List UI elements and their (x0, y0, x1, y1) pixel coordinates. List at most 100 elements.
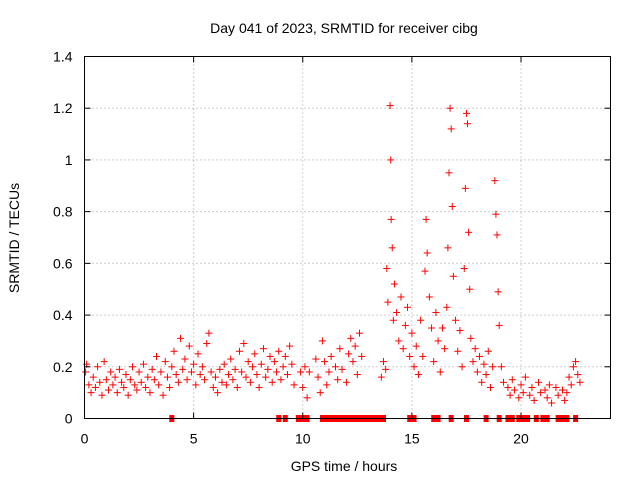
data-point (120, 383, 128, 391)
data-point (327, 352, 335, 360)
data-point (318, 337, 326, 345)
data-point (441, 345, 449, 353)
data-point (395, 337, 403, 345)
data-point (153, 352, 161, 360)
data-point (155, 381, 163, 389)
data-point (384, 298, 392, 306)
data-point (273, 368, 281, 376)
data-point (458, 363, 466, 371)
data-point (290, 381, 298, 389)
data-point (393, 308, 401, 316)
data-point (299, 383, 307, 391)
data-point (266, 352, 274, 360)
data-point (118, 378, 126, 386)
data-point (277, 376, 285, 384)
data-point (183, 376, 191, 384)
data-point (432, 308, 440, 316)
y-tick-label: 1.2 (53, 100, 73, 116)
data-point (466, 285, 474, 293)
data-point (255, 383, 263, 391)
data-point (388, 244, 396, 252)
y-tick-label: 0.8 (53, 204, 73, 220)
data-point (390, 280, 398, 288)
data-point (170, 347, 178, 355)
data-point (185, 342, 193, 350)
data-point (211, 373, 219, 381)
data-point (231, 365, 239, 373)
y-tick-label: 0.4 (53, 307, 73, 323)
data-point (181, 355, 189, 363)
data-point (493, 231, 501, 239)
data-point (100, 358, 108, 366)
data-point (166, 383, 174, 391)
data-point (545, 381, 553, 389)
data-point (552, 383, 560, 391)
data-point (286, 342, 294, 350)
data-point (159, 391, 167, 399)
data-point (331, 363, 339, 371)
data-point (220, 360, 228, 368)
data-point (576, 378, 584, 386)
data-point (129, 363, 137, 371)
data-point (494, 288, 502, 296)
data-point (264, 365, 272, 373)
x-tick-label: 10 (295, 431, 311, 447)
data-point (172, 371, 180, 379)
data-point (554, 391, 562, 399)
data-point (275, 347, 283, 355)
data-point (283, 371, 291, 379)
data-point (563, 389, 571, 397)
data-point (249, 363, 257, 371)
data-point (207, 368, 215, 376)
data-point (135, 368, 143, 376)
data-point (133, 386, 141, 394)
data-point (338, 365, 346, 373)
y-tick-label: 0.2 (53, 359, 73, 375)
axis-ticks (84, 56, 611, 419)
data-point (301, 363, 309, 371)
data-point (510, 386, 518, 394)
data-point (316, 389, 324, 397)
data-point (148, 365, 156, 373)
data-point (387, 156, 395, 164)
data-point (574, 371, 582, 379)
data-point (139, 360, 147, 368)
data-point (303, 394, 311, 402)
data-point (460, 265, 468, 273)
data-point (222, 381, 230, 389)
data-point (519, 389, 527, 397)
data-point (98, 391, 106, 399)
data-point (444, 244, 452, 252)
data-point (353, 371, 361, 379)
data-point (142, 383, 150, 391)
data-point (380, 358, 388, 366)
data-point (225, 371, 233, 379)
data-point (325, 368, 333, 376)
plot-frame (84, 56, 611, 419)
y-tick-label: 0.6 (53, 255, 73, 271)
data-point (85, 381, 93, 389)
data-point (434, 337, 442, 345)
data-point (268, 378, 276, 386)
data-point (462, 109, 470, 117)
data-point (192, 381, 200, 389)
data-point (467, 334, 475, 342)
data-point (397, 293, 405, 301)
data-point (82, 368, 90, 376)
data-point (216, 365, 224, 373)
data-point (190, 360, 198, 368)
data-point (297, 368, 305, 376)
y-tick-labels: 0 0.2 0.4 0.6 0.8 1 1.2 1.4 (53, 49, 73, 427)
data-point (406, 352, 414, 360)
data-point (387, 215, 395, 223)
data-point (161, 358, 169, 366)
data-point (163, 373, 171, 381)
data-point (526, 391, 534, 399)
data-point (389, 316, 397, 324)
data-point (419, 352, 427, 360)
data-point (548, 399, 556, 407)
data-point (491, 177, 499, 185)
data-point (521, 373, 529, 381)
data-point (377, 373, 385, 381)
